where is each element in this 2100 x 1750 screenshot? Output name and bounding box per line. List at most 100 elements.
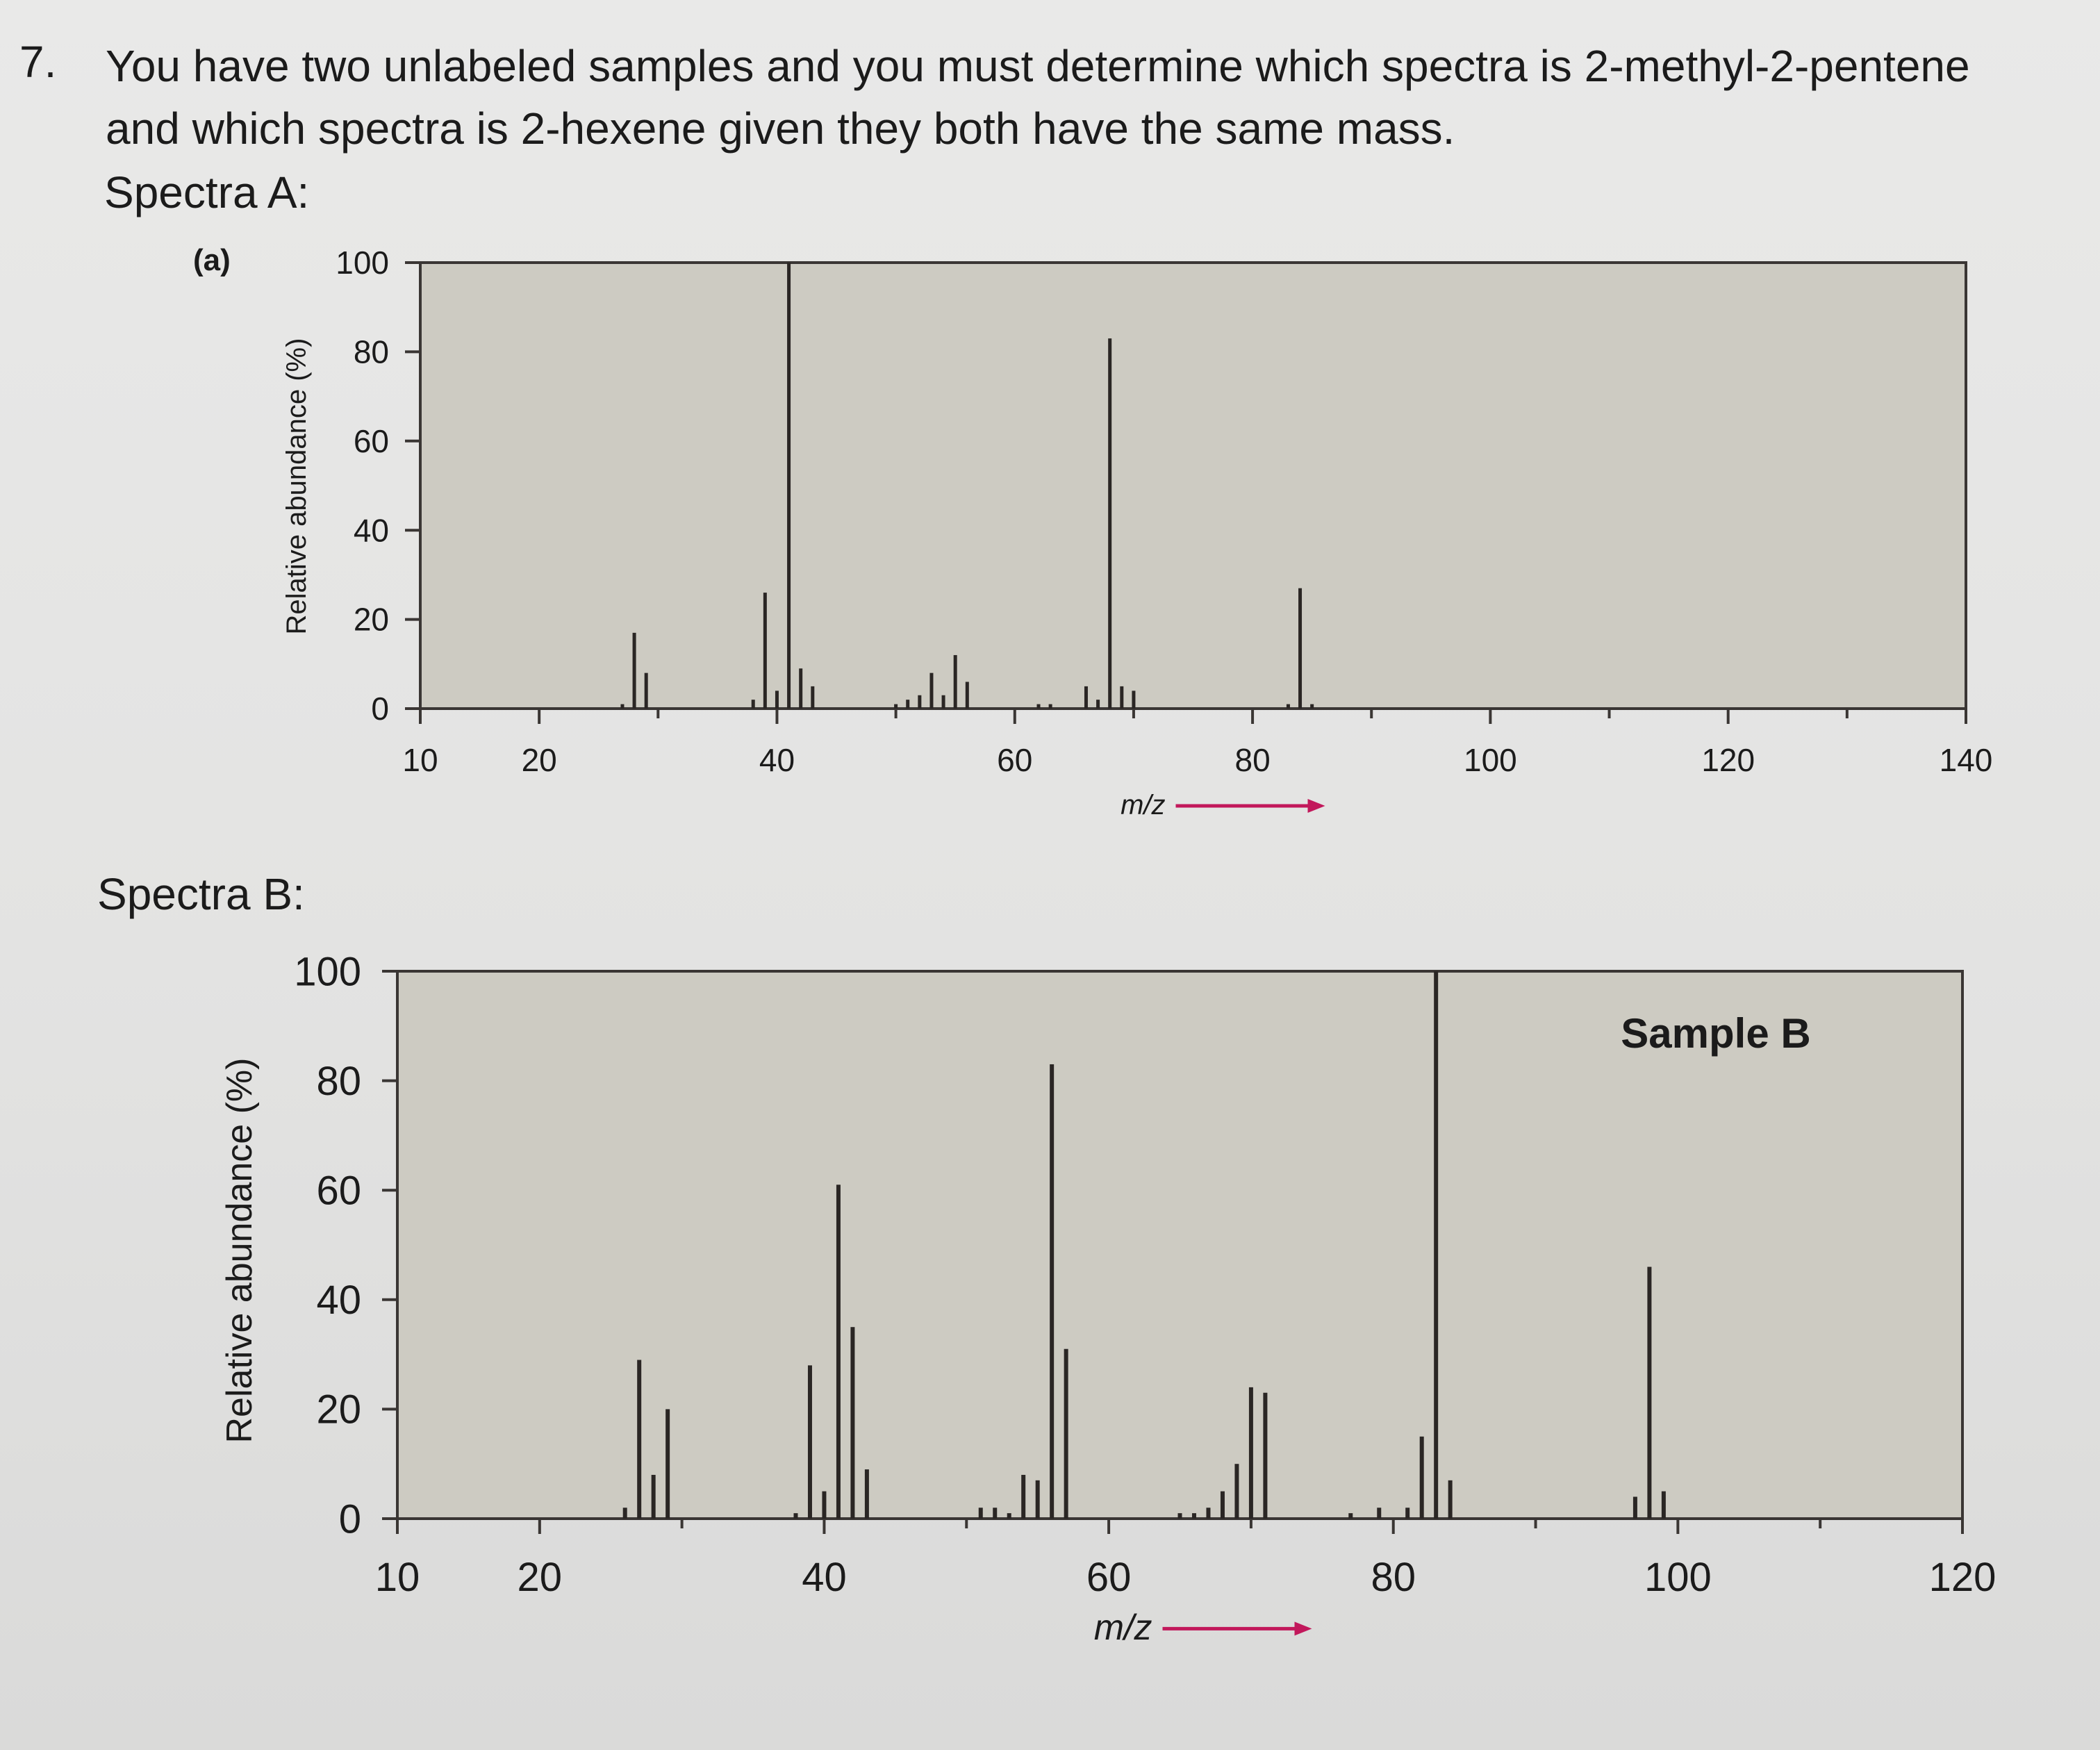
x-tick-label-b: 20 [518,1555,563,1600]
x-tick-label-b: 10 [375,1555,420,1600]
bar-a-mz-56 [965,682,969,709]
bar-b-mz-52 [993,1508,998,1519]
bar-b-mz-98 [1647,1266,1652,1519]
y-tick-label-a: 80 [354,334,389,370]
bar-b-mz-99 [1661,1491,1666,1519]
bar-b-mz-79 [1377,1508,1382,1519]
bar-a-mz-63 [1048,704,1052,709]
bar-a-mz-67 [1096,700,1100,709]
y-tick-label-a: 20 [354,602,389,638]
bar-b-mz-71 [1263,1392,1268,1519]
x-axis-title-a: m/z [1121,790,1165,820]
y-tick-label-b: 20 [316,1387,361,1433]
bar-a-mz-83 [1286,704,1290,709]
bar-a-mz-41 [787,263,791,709]
bar-a-mz-40 [775,691,779,709]
bar-b-mz-81 [1405,1508,1410,1519]
bar-a-mz-55 [953,654,957,709]
bar-b-mz-55 [1035,1480,1040,1519]
bar-b-mz-38 [793,1513,798,1519]
bar-a-mz-38 [751,700,755,709]
x-tick-label-b: 120 [1929,1555,1996,1600]
bar-b-mz-29 [665,1409,670,1519]
bar-b-mz-51 [978,1508,983,1519]
y-tick-label-b: 100 [294,949,361,994]
plot-area-b [396,970,1964,1520]
bar-a-mz-84 [1298,588,1303,709]
bar-b-mz-83 [1434,971,1439,1519]
bar-b-mz-65 [1177,1513,1182,1519]
y-tick-label-a: 100 [336,245,389,281]
bar-b-mz-40 [822,1491,827,1519]
bar-a-mz-50 [894,704,898,709]
bar-b-mz-66 [1191,1513,1196,1519]
bar-b-mz-26 [622,1508,627,1519]
y-tick-label-b: 80 [316,1059,361,1104]
bar-a-mz-69 [1120,686,1124,709]
x-tick-label-a: 80 [1234,742,1270,778]
spectra-b-title: Spectra B: [97,869,305,919]
plot-area-a [419,261,1967,710]
x-tick-label-a: 140 [1940,742,1993,778]
x-tick-label-a: 20 [522,742,557,778]
y-tick-label-b: 60 [316,1169,361,1214]
bar-b-mz-84 [1448,1480,1453,1519]
y-tick-label-a: 60 [354,423,389,459]
bar-a-mz-51 [906,700,910,709]
bar-a-mz-53 [929,672,934,709]
y-tick-label-a: 40 [354,512,389,548]
bar-b-mz-43 [864,1469,869,1519]
bar-a-mz-68 [1108,338,1112,709]
bar-a-mz-43 [811,686,815,709]
bar-a-mz-85 [1310,704,1314,709]
x-tick-label-a: 120 [1701,742,1755,778]
x-tick-label-a: 100 [1464,742,1517,778]
x-axis-title-b: m/z [1094,1608,1152,1648]
y-axis-title-b: Relative abundance (%) [220,1058,260,1444]
question-text: You have two unlabeled samples and you m… [106,41,1970,154]
bar-a-mz-70 [1132,691,1136,709]
bar-a-mz-28 [632,632,636,709]
x-tick-label-b: 60 [1086,1555,1132,1600]
bar-b-mz-67 [1206,1508,1211,1519]
bar-b-mz-27 [637,1360,642,1519]
bar-a-mz-27 [620,704,625,709]
bar-b-mz-77 [1348,1513,1353,1519]
x-tick-label-a: 10 [402,742,438,778]
bar-b-mz-41 [836,1184,841,1519]
spectra-a-title: Spectra A: [104,167,310,217]
bar-a-mz-42 [799,668,803,709]
bar-b-mz-42 [850,1327,855,1519]
x-tick-label-a: 60 [997,742,1032,778]
bar-b-mz-97 [1632,1496,1637,1519]
bar-a-mz-66 [1084,686,1088,709]
bar-a-mz-29 [644,672,648,709]
x-tick-label-b: 80 [1371,1555,1416,1600]
x-tick-label-b: 40 [802,1555,847,1600]
sample-b-label: Sample B [1621,1010,1810,1057]
bar-b-mz-70 [1248,1387,1253,1519]
bar-b-mz-54 [1021,1474,1026,1519]
bar-b-mz-57 [1064,1348,1068,1519]
bar-b-mz-68 [1220,1491,1225,1519]
bar-b-mz-28 [651,1474,656,1519]
x-axis-arrowhead-b [1294,1621,1312,1636]
bar-b-mz-53 [1007,1513,1011,1519]
bar-a-mz-39 [763,593,767,709]
y-tick-label-b: 40 [316,1278,361,1323]
x-tick-label-a: 40 [759,742,795,778]
bar-a-mz-52 [918,695,922,709]
bar-a-mz-54 [941,695,945,709]
x-axis-arrowhead-a [1307,799,1325,813]
bar-b-mz-69 [1234,1464,1239,1519]
bar-b-mz-39 [807,1365,812,1519]
question-number: 7. [19,37,57,87]
panel-label-a: (a) [193,243,231,277]
y-tick-label-a: 0 [371,691,389,727]
y-axis-title-a: Relative abundance (%) [281,338,312,635]
bar-b-mz-56 [1050,1064,1055,1519]
x-tick-label-b: 100 [1644,1555,1712,1600]
bar-b-mz-82 [1419,1436,1424,1519]
